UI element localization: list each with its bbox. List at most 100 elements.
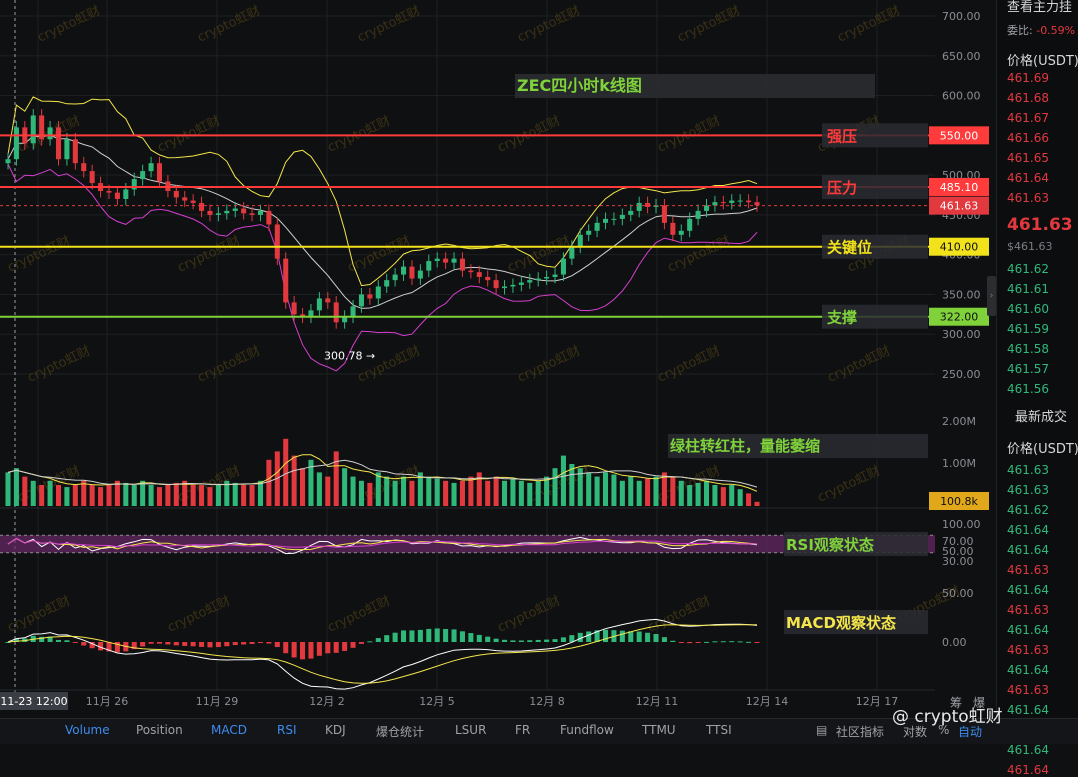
volume-bar — [241, 485, 247, 506]
ask-price[interactable]: 461.64 — [1007, 171, 1049, 185]
macd-histogram-bar — [502, 639, 508, 642]
rsi-line — [7, 537, 758, 551]
indicator-tab[interactable]: Fundflow — [560, 723, 614, 737]
indicator-tab[interactable]: KDJ — [325, 723, 346, 737]
y-tick-label: 300.00 — [942, 328, 981, 341]
volume-bar — [224, 480, 230, 506]
bid-price[interactable]: 461.60 — [1007, 302, 1049, 316]
candle-body — [417, 270, 423, 279]
side-label-chips[interactable]: 筹 — [950, 696, 963, 710]
macd-histogram-bar — [426, 628, 432, 642]
indicator-tab[interactable]: TTSI — [706, 723, 732, 737]
indicator-tab[interactable]: TTMU — [642, 723, 676, 737]
macd-histogram-bar — [476, 634, 482, 642]
volume-bar — [123, 482, 129, 506]
macd-histogram-bar — [283, 642, 289, 654]
candle-body — [434, 258, 440, 262]
log-scale-toggle[interactable]: 对数 — [903, 725, 928, 739]
macd-histogram-bar — [98, 642, 104, 651]
footer-watermark: @ crypto虹财 — [892, 707, 1003, 727]
volume-bar — [636, 480, 642, 506]
level-label-bg — [822, 174, 928, 199]
percent-toggle[interactable]: % — [938, 723, 950, 737]
ask-price[interactable]: 461.66 — [1007, 131, 1049, 145]
volume-bar — [257, 480, 263, 506]
indicator-tab[interactable]: 爆仓统计 — [376, 725, 425, 739]
watermark: crypto虹财 — [835, 4, 903, 46]
indicator-tab[interactable]: FR — [515, 723, 531, 737]
macd-histogram-bar — [232, 642, 238, 646]
candle-body — [754, 202, 760, 206]
ratio-value: -0.59% — [1036, 24, 1076, 37]
volume-bar — [13, 468, 19, 506]
rsi-line — [7, 537, 758, 548]
volume-bar — [451, 482, 457, 506]
trade-price: 461.64 — [1007, 623, 1049, 637]
ask-price[interactable]: 461.63 — [1007, 191, 1049, 205]
bid-price[interactable]: 461.62 — [1007, 262, 1049, 276]
ask-price[interactable]: 461.65 — [1007, 151, 1049, 165]
volume-bar — [594, 476, 600, 506]
volume-bar — [199, 485, 205, 506]
collapse-handle[interactable]: › — [987, 276, 996, 316]
x-tick-label: 12月 8 — [529, 695, 565, 708]
macd-histogram-bar — [350, 642, 356, 648]
volume-bar — [190, 485, 196, 506]
macd-histogram-bar — [602, 629, 609, 642]
ask-price[interactable]: 461.67 — [1007, 111, 1049, 125]
volume-bar — [544, 476, 550, 506]
auto-scale-toggle[interactable]: 自动 — [958, 725, 983, 739]
bid-price[interactable]: 461.56 — [1007, 382, 1049, 396]
volume-bar — [611, 474, 617, 506]
macd-histogram-bar — [636, 631, 642, 642]
community-indicator-tab[interactable]: 社区指标 — [836, 725, 885, 739]
candle-body — [47, 127, 53, 140]
candle-body — [266, 210, 272, 225]
candle-body — [510, 284, 516, 287]
macd-histogram-bar — [207, 642, 213, 648]
candle-body — [257, 210, 263, 215]
candle-body — [182, 197, 188, 201]
candle-body — [518, 282, 524, 285]
candle-body — [560, 258, 566, 275]
bid-price[interactable]: 461.59 — [1007, 322, 1049, 336]
watermark: crypto虹财 — [645, 594, 713, 636]
volume-bar — [375, 472, 381, 506]
candle-body — [426, 261, 432, 271]
chart-area[interactable]: 700.00650.00600.00550.00500.00450.00400.… — [0, 0, 1078, 743]
trade-price: 461.64 — [1007, 663, 1049, 677]
side-label-liquidation[interactable]: 爆 — [973, 696, 986, 710]
bid-price[interactable]: 461.61 — [1007, 282, 1049, 296]
volume-bar — [459, 480, 465, 506]
ask-price[interactable]: 461.69 — [1007, 71, 1049, 85]
indicator-tab[interactable]: LSUR — [455, 723, 487, 737]
macd-histogram-bar — [241, 642, 247, 645]
macd-histogram-bar — [114, 642, 120, 653]
bid-price[interactable]: 461.57 — [1007, 362, 1049, 376]
candle-body — [308, 310, 314, 317]
y-tick-label: 700.00 — [942, 10, 981, 23]
price-tag: 410.00 — [940, 241, 979, 254]
trades-title[interactable]: 最新成交 — [1015, 410, 1068, 425]
macd-histogram-bar — [417, 629, 423, 642]
volume-bar — [687, 485, 693, 506]
macd-dea-line — [7, 624, 758, 684]
bid-price[interactable]: 461.58 — [1007, 342, 1049, 356]
ratio-label: 委比: — [1007, 24, 1033, 37]
volume-bar — [493, 476, 499, 506]
volume-bar — [173, 482, 179, 506]
ask-price[interactable]: 461.68 — [1007, 91, 1049, 105]
macd-histogram-bar — [249, 642, 255, 645]
indicator-tab[interactable]: Volume — [65, 723, 110, 737]
orderbook-header[interactable]: 查看主力挂 — [1007, 0, 1073, 15]
community-indicator-icon[interactable]: ▤ — [816, 723, 828, 737]
indicator-tab[interactable]: Position — [136, 723, 183, 737]
volume-bar — [569, 464, 575, 506]
macd-histogram-bar — [392, 632, 398, 642]
volume-bar — [670, 476, 676, 506]
chart-svg[interactable]: 700.00650.00600.00550.00500.00450.00400.… — [0, 0, 1078, 718]
volume-bar — [746, 493, 752, 506]
candle-body — [375, 286, 381, 299]
indicator-tab[interactable]: MACD — [211, 723, 247, 737]
indicator-tab[interactable]: RSI — [277, 723, 297, 737]
